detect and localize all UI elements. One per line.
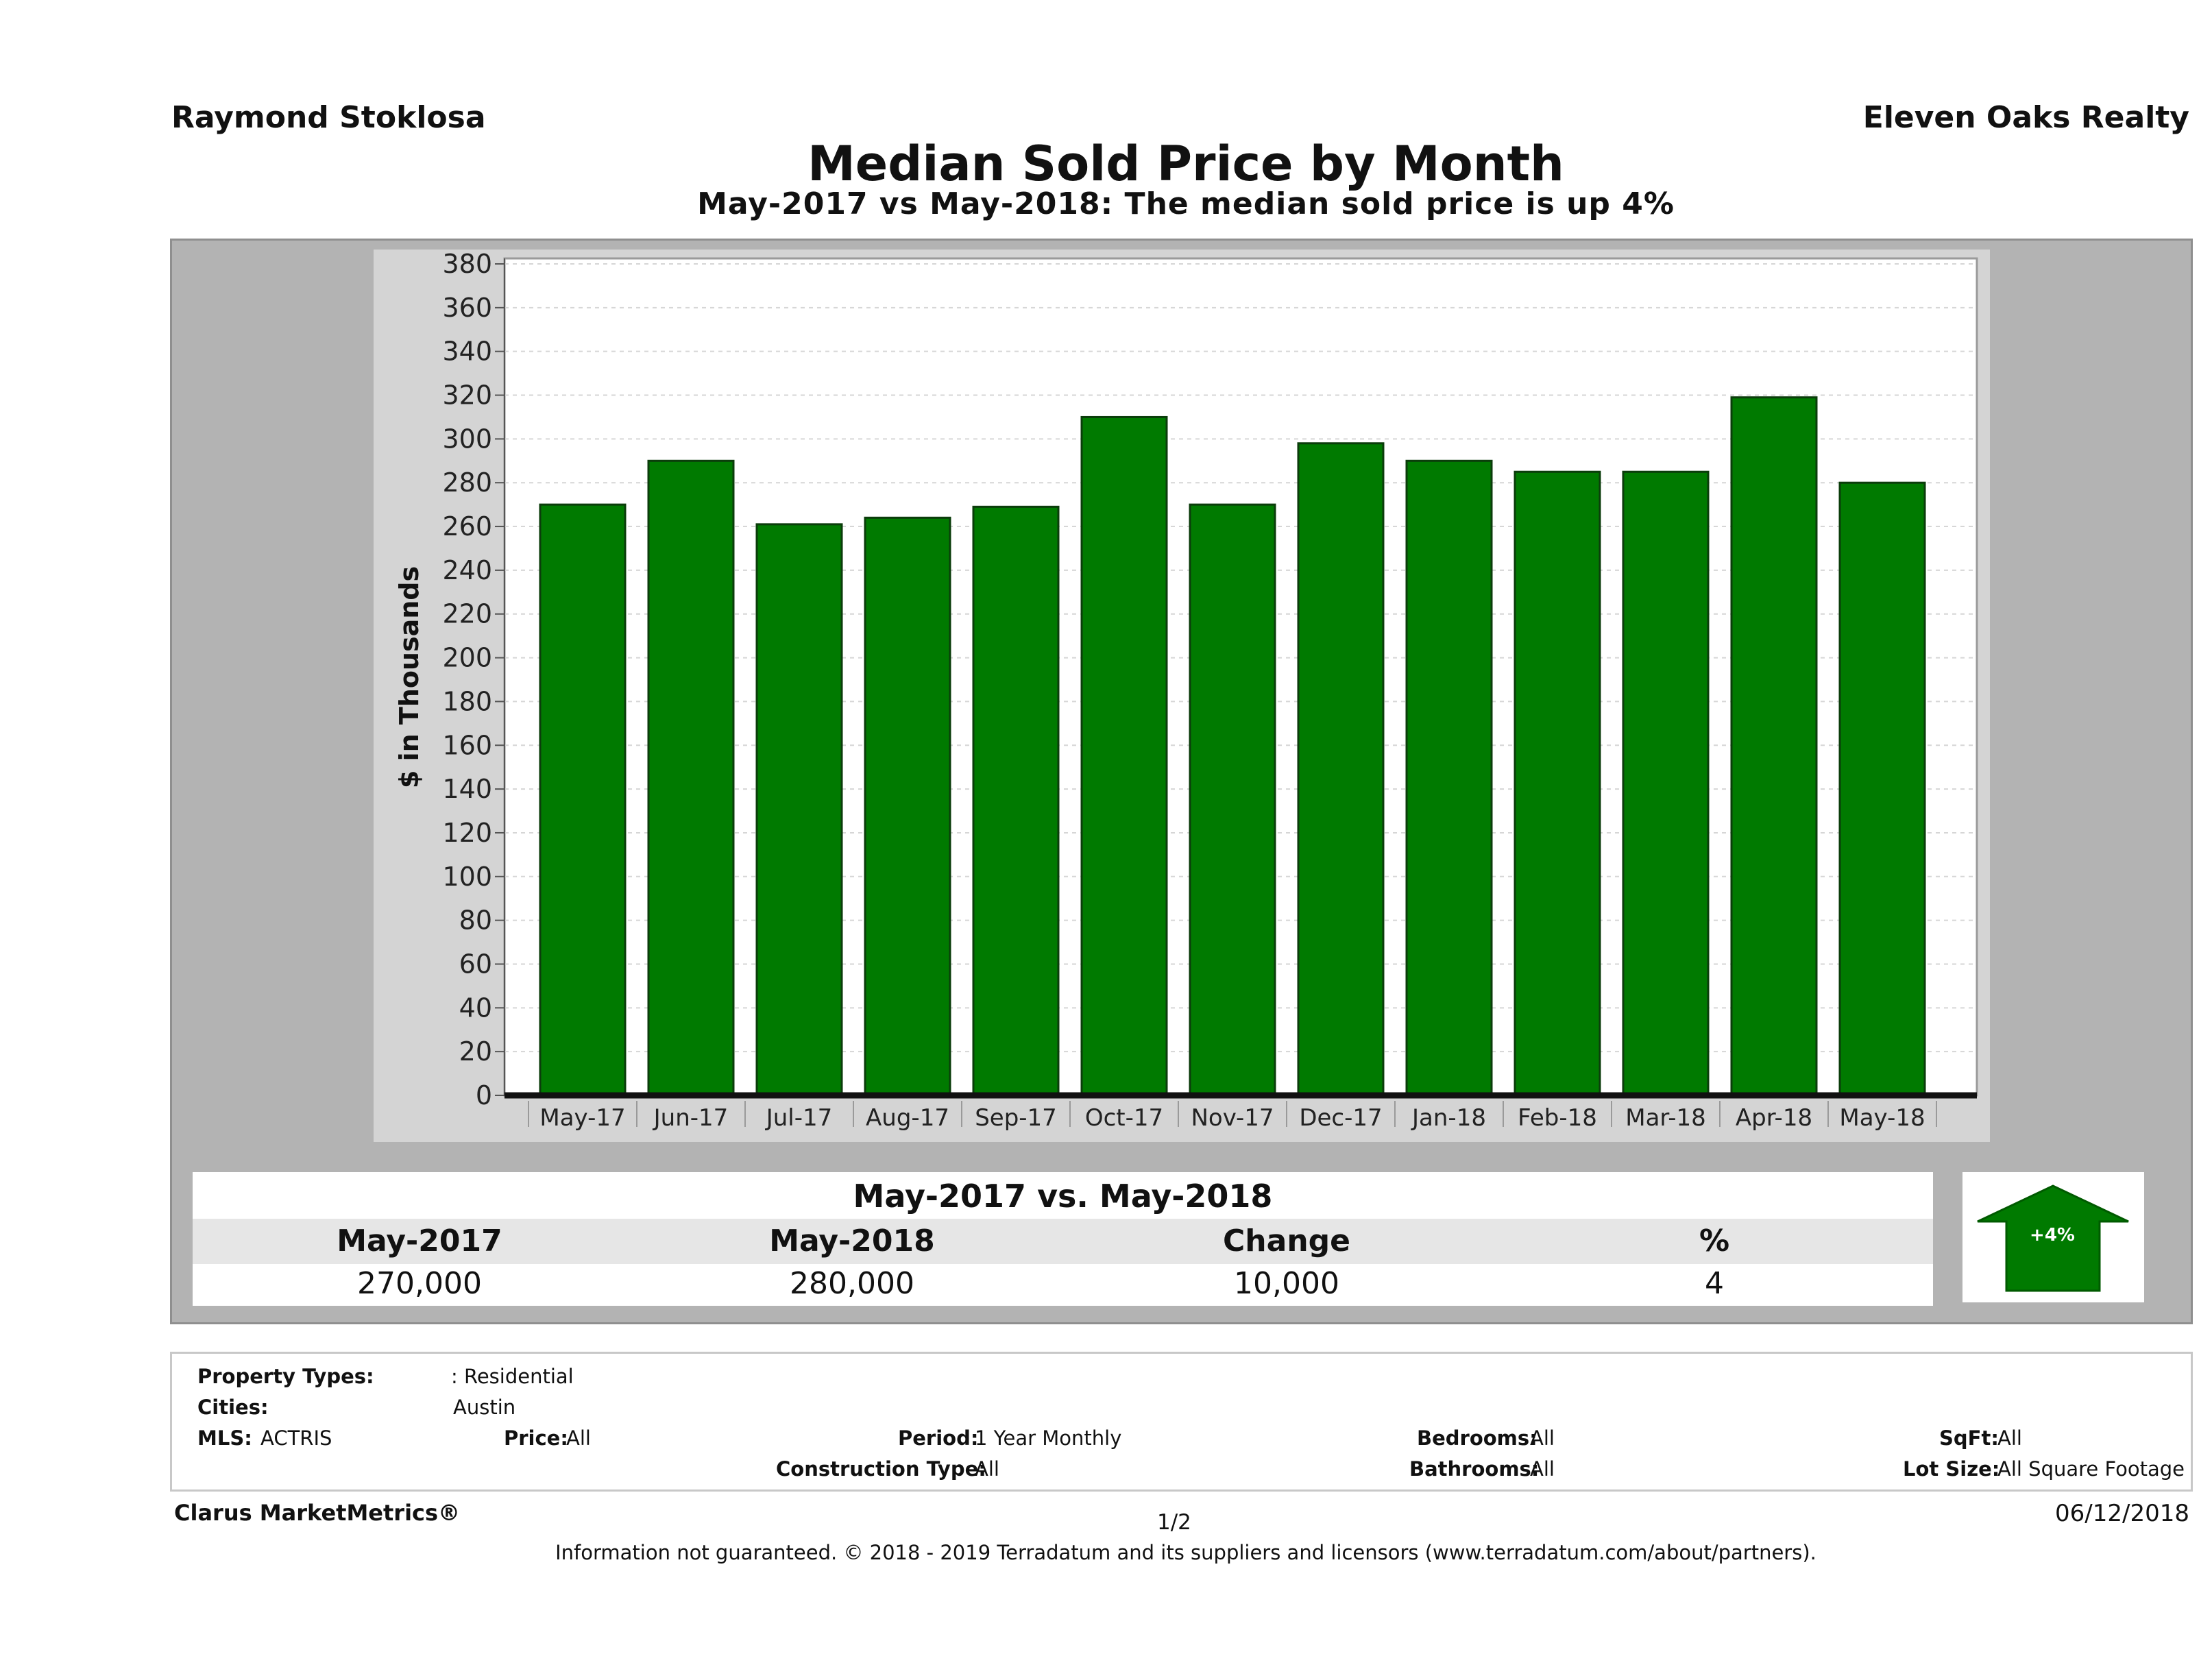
bar-may-17 [539, 503, 627, 1097]
bar-jan-18 [1405, 459, 1493, 1097]
product-name: Clarus MarketMetrics® [174, 1500, 461, 1526]
bar-feb-18 [1514, 470, 1601, 1097]
brokerage-name: Eleven Oaks Realty [1862, 100, 2189, 135]
bar-jul-17 [755, 523, 843, 1097]
y-tick-label: 340 [442, 337, 492, 367]
bar-may-18 [1838, 481, 1926, 1097]
y-tick-label: 300 [442, 424, 492, 454]
filter-sqft-value: All [1997, 1426, 2022, 1450]
y-tick-label: 240 [442, 555, 492, 585]
bar-nov-17 [1189, 503, 1276, 1097]
filter-bathrooms-value: All [1530, 1457, 1555, 1481]
y-tick-label: 60 [459, 949, 492, 979]
y-tick-label: 100 [442, 862, 492, 892]
y-tick-label: 40 [459, 993, 492, 1023]
y-tick-label: 260 [442, 511, 492, 542]
y-tick-label: 120 [442, 818, 492, 848]
y-tick-label: 20 [459, 1036, 492, 1067]
summary-header-percent: % [1699, 1224, 1730, 1258]
x-tick-label: May-18 [1839, 1104, 1925, 1132]
agent-name: Raymond Stoklosa [171, 100, 486, 135]
bar-mar-18 [1622, 470, 1710, 1097]
y-tick-label: 180 [442, 686, 492, 716]
filter-period-value: 1 Year Monthly [975, 1426, 1122, 1450]
x-tick-label: Sep-17 [975, 1104, 1057, 1132]
filter-cities-value: Austin [453, 1396, 516, 1419]
filter-property-types-value: : Residential [451, 1365, 574, 1388]
filter-mls-label: MLS: [197, 1426, 252, 1450]
x-tick-label: Apr-18 [1736, 1104, 1812, 1132]
page-number: 1/2 [1157, 1510, 1191, 1535]
filter-lotsize-label: Lot Size: [1903, 1457, 2000, 1481]
bar-sep-17 [972, 505, 1060, 1097]
bars [539, 396, 1926, 1097]
summary-value-percent: 4 [1705, 1266, 1724, 1301]
chart-title: Median Sold Price by Month [807, 136, 1564, 192]
summary-header-change: Change [1223, 1224, 1350, 1258]
change-badge [1962, 1172, 2144, 1302]
summary-header-2017: May-2017 [337, 1224, 502, 1258]
y-tick-label: 80 [459, 905, 492, 936]
filter-cities-label: Cities: [197, 1396, 269, 1419]
change-badge-label: +4% [2030, 1225, 2075, 1245]
filter-period-label: Period: [898, 1426, 979, 1450]
y-tick-label: 140 [442, 774, 492, 804]
filter-bathrooms-label: Bathrooms: [1409, 1457, 1540, 1481]
y-tick-label: 320 [442, 380, 492, 411]
x-tick-label: Mar-18 [1625, 1104, 1706, 1132]
filter-mls-value: ACTRIS [260, 1426, 332, 1450]
axes: 0 20 40 60 80 100 120 140 160 180 200 220 240 260 280 3… [442, 249, 1977, 1132]
y-axis-label: $ in Thousands [394, 566, 424, 788]
x-tick-label: Oct-17 [1085, 1104, 1163, 1132]
x-tick-label: May-17 [539, 1104, 625, 1132]
filter-sqft-label: SqFt: [1939, 1426, 1999, 1450]
filter-bedrooms-value: All [1530, 1426, 1555, 1450]
y-tick-label: 160 [442, 730, 492, 760]
y-tick-label: 380 [442, 249, 492, 279]
bar-aug-17 [864, 516, 951, 1097]
summary-header-2018: May-2018 [769, 1224, 935, 1258]
y-tick-label: 280 [442, 467, 492, 498]
filter-price-label: Price: [504, 1426, 568, 1450]
summary-value-change: 10,000 [1234, 1266, 1339, 1301]
bar-oct-17 [1080, 415, 1168, 1097]
summary-header-row: May-2017 May-2018 Change % [193, 1219, 1933, 1264]
summary-title: May-2017 vs. May-2018 [193, 1174, 1933, 1219]
bar-apr-18 [1730, 396, 1818, 1097]
x-tick-label: Jul-17 [765, 1104, 833, 1132]
summary-value-row: 270,000 280,000 10,000 4 [193, 1264, 1933, 1304]
x-tick-label: Jun-17 [653, 1104, 729, 1132]
x-tick-label: Nov-17 [1191, 1104, 1274, 1132]
up-arrow-icon [1977, 1184, 2129, 1292]
x-tick-label: Jan-18 [1411, 1104, 1486, 1132]
bar-jun-17 [647, 459, 735, 1097]
filter-lotsize-value: All Square Footage [1997, 1457, 2185, 1481]
x-tick-label: Aug-17 [866, 1104, 949, 1132]
filter-price-value: All [566, 1426, 591, 1450]
y-tick-label: 360 [442, 293, 492, 323]
filter-property-types-label: Property Types: [197, 1365, 374, 1388]
bar-dec-17 [1297, 442, 1385, 1097]
filter-construction-value: All [975, 1457, 999, 1481]
filters-panel: Property Types: : Residential Cities: Au… [170, 1352, 2193, 1492]
x-tick-label: Feb-18 [1518, 1104, 1597, 1132]
y-tick-label: 220 [442, 599, 492, 629]
y-tick-label: 0 [476, 1080, 492, 1110]
x-tick-label: Dec-17 [1299, 1104, 1382, 1132]
filter-construction-label: Construction Type: [776, 1457, 986, 1481]
chart-subtitle: May-2017 vs May-2018: The median sold pr… [697, 186, 1675, 221]
y-tick-label: 200 [442, 643, 492, 673]
summary-value-2017: 270,000 [357, 1266, 482, 1301]
report-date: 06/12/2018 [2055, 1500, 2189, 1527]
filter-bedrooms-label: Bedrooms: [1417, 1426, 1538, 1450]
summary-value-2018: 280,000 [790, 1266, 914, 1301]
disclaimer: Information not guaranteed. © 2018 - 201… [555, 1541, 1816, 1564]
